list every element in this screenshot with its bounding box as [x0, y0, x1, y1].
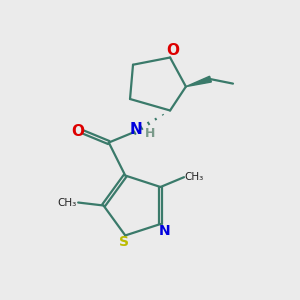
Text: S: S	[119, 235, 129, 249]
Text: O: O	[166, 44, 179, 59]
Text: O: O	[71, 124, 84, 139]
Text: N: N	[158, 224, 170, 238]
Text: H: H	[145, 127, 155, 140]
Polygon shape	[186, 76, 212, 87]
Text: CH₃: CH₃	[57, 197, 76, 208]
Text: N: N	[129, 122, 142, 137]
Text: CH₃: CH₃	[184, 172, 203, 182]
